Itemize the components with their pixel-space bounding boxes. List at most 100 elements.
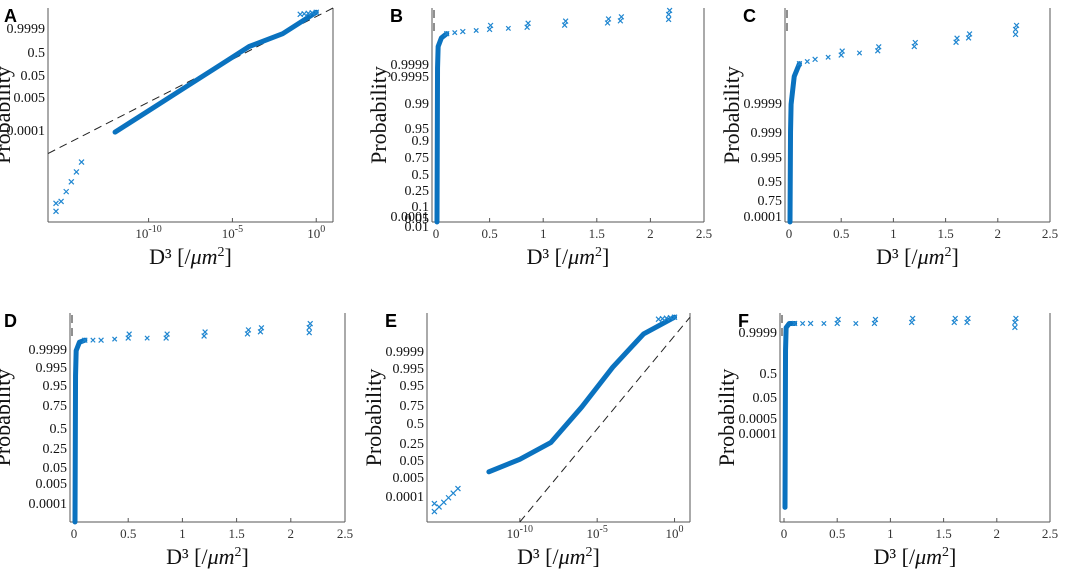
data-point	[144, 335, 150, 341]
panel-letter: C	[743, 6, 756, 26]
y-tick-label: 0.9999	[386, 345, 425, 360]
data-point	[605, 16, 612, 22]
y-tick-label: 0.75	[405, 151, 430, 166]
data-point	[452, 29, 458, 36]
cross-stroke	[562, 18, 569, 24]
x-axis-label: D³ [/μm2]	[876, 244, 959, 269]
panel-a: A 10-10 10-5 100 0.9999 0.5 0.05 0.005 0.0001 D³ …	[0, 6, 334, 269]
data-point	[1013, 22, 1020, 29]
cross-stroke	[812, 56, 818, 63]
data-point	[909, 315, 916, 322]
y-axis-label: Probability	[366, 66, 391, 164]
data-curve	[72, 337, 88, 525]
cross-stroke	[665, 16, 672, 23]
data-point	[443, 30, 450, 37]
cross-stroke	[73, 168, 80, 175]
data-point	[306, 329, 313, 336]
data-point	[307, 320, 314, 327]
cross-stroke	[306, 329, 313, 336]
y-tick-label: 0.0001	[391, 210, 430, 225]
data-point	[655, 316, 662, 323]
cross-stroke	[431, 500, 438, 507]
data-point	[440, 499, 447, 506]
panel-c: C 0 0.5 1 1.5 2 2.5 0.9999 0.999 0.995 0.95 0.750.0…	[719, 6, 1058, 269]
data-point	[874, 47, 881, 54]
y-tick-label: 0.005	[393, 471, 425, 486]
data-point	[98, 337, 104, 343]
data-point	[53, 200, 59, 207]
y-axis-label: Probability	[719, 66, 744, 164]
data-point	[78, 159, 85, 166]
data-point	[952, 315, 959, 322]
cross-stroke	[486, 26, 493, 33]
data-point	[125, 335, 132, 341]
cross-stroke	[796, 60, 803, 67]
y-tick-label: 0.9999	[29, 343, 68, 358]
cross-stroke	[953, 39, 959, 46]
data-point	[73, 168, 80, 175]
cross-stroke	[871, 320, 878, 327]
data-point	[911, 43, 918, 50]
cross-stroke	[455, 485, 461, 492]
data-point	[821, 320, 827, 327]
cross-stroke	[655, 316, 662, 323]
data-point	[812, 56, 818, 63]
data-point	[951, 319, 958, 326]
cross-stroke	[872, 316, 879, 323]
cross-stroke	[835, 316, 842, 323]
cross-stroke	[671, 314, 678, 321]
data-point	[455, 485, 461, 492]
cross-stroke	[445, 494, 452, 501]
cross-stroke	[911, 43, 918, 50]
y-tick-label: 0.005	[36, 477, 68, 492]
cross-stroke	[257, 328, 264, 335]
cross-stroke	[440, 499, 447, 506]
cross-stroke	[804, 58, 810, 65]
y-tick-label: 0.95	[43, 379, 68, 394]
panel-e: E 10-10 10-5 100 0.9999 0.995 0.95 0.75 0.5 0.25 0…	[361, 311, 691, 569]
data-point	[1012, 324, 1018, 331]
cross-stroke	[853, 320, 859, 327]
cross-stroke	[834, 320, 841, 327]
x-tick-label: 10-10	[507, 524, 533, 541]
cross-stroke	[487, 22, 494, 29]
cross-stroke	[301, 10, 308, 17]
y-axis-label: Probability	[714, 369, 739, 467]
data-point	[487, 22, 494, 29]
data-point	[306, 324, 313, 331]
cross-stroke	[525, 20, 531, 27]
x-tick-label: 2	[994, 526, 1001, 541]
x-tick-label: 2.5	[337, 526, 353, 541]
cross-stroke	[951, 319, 958, 326]
x-tick-label: 0	[781, 526, 788, 541]
cross-stroke	[473, 27, 479, 34]
data-point	[163, 335, 169, 341]
data-point	[966, 31, 973, 37]
cross-stroke	[838, 52, 845, 58]
y-tick-label: 0.75	[758, 194, 783, 209]
cross-stroke	[305, 10, 312, 17]
data-point	[445, 494, 452, 501]
cross-stroke	[450, 490, 457, 497]
y-tick-label: 0.0001	[29, 497, 68, 512]
x-axis-label: D³ [/μm2]	[517, 544, 600, 569]
data-point	[604, 20, 611, 26]
y-tick-label: 0.5	[760, 367, 778, 382]
data-point	[90, 337, 96, 343]
x-tick-label: 10-10	[135, 224, 161, 241]
x-tick-label: 2.5	[1042, 526, 1058, 541]
cross-stroke	[1012, 31, 1019, 38]
data-curve	[782, 320, 798, 510]
y-tick-label: 0.9999	[391, 58, 430, 73]
cross-stroke	[78, 159, 85, 166]
data-point	[431, 508, 438, 515]
y-tick-label: 0.0005	[739, 412, 778, 427]
cross-stroke	[459, 28, 466, 35]
cross-stroke	[202, 329, 208, 335]
y-tick-label: 0.99	[405, 97, 430, 112]
cross-stroke	[436, 504, 443, 510]
cross-stroke	[952, 315, 959, 322]
data-point	[1012, 31, 1019, 38]
data-point	[617, 18, 624, 24]
data-point	[112, 336, 118, 342]
